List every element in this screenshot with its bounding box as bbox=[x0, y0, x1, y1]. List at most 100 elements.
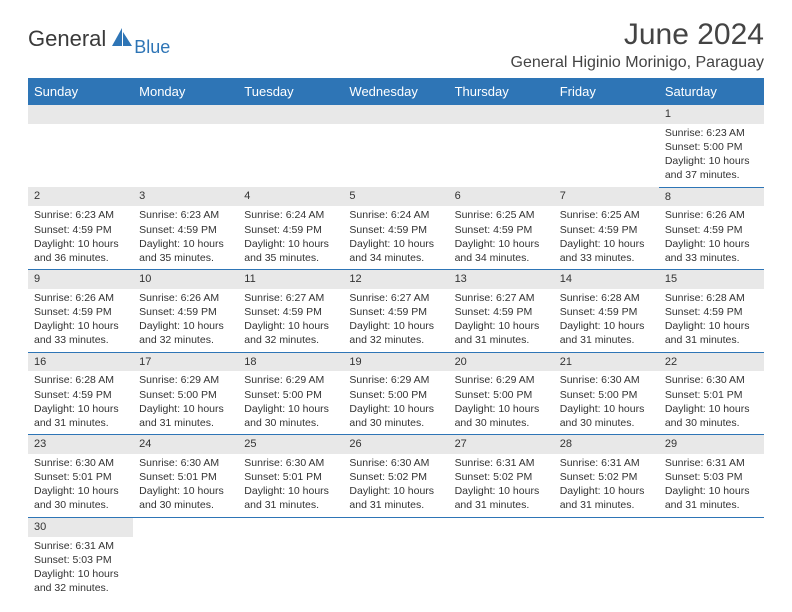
calendar-cell bbox=[343, 537, 448, 600]
calendar-cell: Sunrise: 6:29 AMSunset: 5:00 PMDaylight:… bbox=[133, 371, 238, 434]
sunset-line: Sunset: 5:00 PM bbox=[455, 388, 548, 402]
calendar-cell bbox=[449, 124, 554, 187]
sunset-line: Sunset: 5:01 PM bbox=[34, 470, 127, 484]
sunrise-line: Sunrise: 6:28 AM bbox=[34, 373, 127, 387]
day-content: Sunrise: 6:26 AMSunset: 4:59 PMDaylight:… bbox=[28, 289, 133, 352]
daylight-line: Daylight: 10 hours and 31 minutes. bbox=[34, 402, 127, 430]
weekday-header: Thursday bbox=[449, 78, 554, 105]
day-number: 25 bbox=[238, 435, 343, 454]
day-content: Sunrise: 6:29 AMSunset: 5:00 PMDaylight:… bbox=[343, 371, 448, 434]
sunrise-line: Sunrise: 6:29 AM bbox=[139, 373, 232, 387]
sunrise-line: Sunrise: 6:23 AM bbox=[665, 126, 758, 140]
sunrise-line: Sunrise: 6:23 AM bbox=[34, 208, 127, 222]
calendar-cell-num: 18 bbox=[238, 352, 343, 371]
sunset-line: Sunset: 4:59 PM bbox=[560, 305, 653, 319]
day-content: Sunrise: 6:31 AMSunset: 5:03 PMDaylight:… bbox=[28, 537, 133, 600]
calendar-cell-num: 16 bbox=[28, 352, 133, 371]
day-number: 5 bbox=[343, 187, 448, 206]
sunset-line: Sunset: 5:02 PM bbox=[349, 470, 442, 484]
day-content: Sunrise: 6:24 AMSunset: 4:59 PMDaylight:… bbox=[238, 206, 343, 269]
day-content-row: Sunrise: 6:23 AMSunset: 5:00 PMDaylight:… bbox=[28, 124, 764, 187]
calendar-cell: Sunrise: 6:28 AMSunset: 4:59 PMDaylight:… bbox=[659, 289, 764, 352]
day-number: 17 bbox=[133, 353, 238, 372]
calendar-cell-num: 7 bbox=[554, 187, 659, 206]
sunrise-line: Sunrise: 6:29 AM bbox=[455, 373, 548, 387]
sunset-line: Sunset: 5:00 PM bbox=[139, 388, 232, 402]
day-content: Sunrise: 6:26 AMSunset: 4:59 PMDaylight:… bbox=[133, 289, 238, 352]
day-content: Sunrise: 6:29 AMSunset: 5:00 PMDaylight:… bbox=[449, 371, 554, 434]
day-number: 28 bbox=[554, 435, 659, 454]
day-number: 3 bbox=[133, 187, 238, 206]
calendar-cell-num: 15 bbox=[659, 270, 764, 289]
calendar-cell: Sunrise: 6:23 AMSunset: 5:00 PMDaylight:… bbox=[659, 124, 764, 187]
sunrise-line: Sunrise: 6:31 AM bbox=[455, 456, 548, 470]
day-content: Sunrise: 6:30 AMSunset: 5:01 PMDaylight:… bbox=[28, 454, 133, 517]
calendar-cell-num bbox=[554, 105, 659, 124]
calendar-cell-num: 17 bbox=[133, 352, 238, 371]
sunrise-line: Sunrise: 6:31 AM bbox=[665, 456, 758, 470]
sunrise-line: Sunrise: 6:31 AM bbox=[34, 539, 127, 553]
calendar-cell: Sunrise: 6:31 AMSunset: 5:02 PMDaylight:… bbox=[554, 454, 659, 517]
weekday-header: Wednesday bbox=[343, 78, 448, 105]
calendar-cell-num: 28 bbox=[554, 435, 659, 454]
calendar-cell-num: 30 bbox=[28, 517, 133, 536]
sunset-line: Sunset: 5:01 PM bbox=[139, 470, 232, 484]
calendar-cell-num: 19 bbox=[343, 352, 448, 371]
sunset-line: Sunset: 4:59 PM bbox=[34, 388, 127, 402]
sunrise-line: Sunrise: 6:29 AM bbox=[244, 373, 337, 387]
day-content: Sunrise: 6:25 AMSunset: 4:59 PMDaylight:… bbox=[449, 206, 554, 269]
day-content: Sunrise: 6:24 AMSunset: 4:59 PMDaylight:… bbox=[343, 206, 448, 269]
calendar-cell-num: 10 bbox=[133, 270, 238, 289]
sunset-line: Sunset: 4:59 PM bbox=[665, 305, 758, 319]
day-content: Sunrise: 6:23 AMSunset: 5:00 PMDaylight:… bbox=[659, 124, 764, 187]
calendar-cell-num bbox=[449, 517, 554, 536]
calendar-cell-num: 3 bbox=[133, 187, 238, 206]
day-number: 29 bbox=[659, 435, 764, 454]
calendar-cell bbox=[343, 124, 448, 187]
day-number: 23 bbox=[28, 435, 133, 454]
sunrise-line: Sunrise: 6:30 AM bbox=[34, 456, 127, 470]
day-content: Sunrise: 6:30 AMSunset: 5:01 PMDaylight:… bbox=[238, 454, 343, 517]
weekday-header: Sunday bbox=[28, 78, 133, 105]
day-number: 9 bbox=[28, 270, 133, 289]
day-content: Sunrise: 6:25 AMSunset: 4:59 PMDaylight:… bbox=[554, 206, 659, 269]
day-number: 27 bbox=[449, 435, 554, 454]
daylight-line: Daylight: 10 hours and 32 minutes. bbox=[139, 319, 232, 347]
day-content: Sunrise: 6:27 AMSunset: 4:59 PMDaylight:… bbox=[449, 289, 554, 352]
sunrise-line: Sunrise: 6:23 AM bbox=[139, 208, 232, 222]
header: General Blue June 2024 General Higinio M… bbox=[28, 18, 764, 72]
sunset-line: Sunset: 5:02 PM bbox=[455, 470, 548, 484]
day-number: 22 bbox=[659, 353, 764, 372]
calendar-cell-num: 1 bbox=[659, 105, 764, 124]
calendar-cell-num: 5 bbox=[343, 187, 448, 206]
day-number: 30 bbox=[28, 518, 133, 537]
daylight-line: Daylight: 10 hours and 31 minutes. bbox=[455, 484, 548, 512]
calendar-cell-num: 27 bbox=[449, 435, 554, 454]
daylight-line: Daylight: 10 hours and 32 minutes. bbox=[34, 567, 127, 595]
month-title: June 2024 bbox=[511, 18, 764, 52]
daylight-line: Daylight: 10 hours and 30 minutes. bbox=[665, 402, 758, 430]
day-number-row: 1 bbox=[28, 105, 764, 124]
calendar-cell-num: 11 bbox=[238, 270, 343, 289]
calendar-cell: Sunrise: 6:29 AMSunset: 5:00 PMDaylight:… bbox=[238, 371, 343, 434]
sunset-line: Sunset: 5:03 PM bbox=[34, 553, 127, 567]
calendar-cell: Sunrise: 6:30 AMSunset: 5:02 PMDaylight:… bbox=[343, 454, 448, 517]
calendar-cell: Sunrise: 6:28 AMSunset: 4:59 PMDaylight:… bbox=[554, 289, 659, 352]
day-number-row: 2345678 bbox=[28, 187, 764, 206]
daylight-line: Daylight: 10 hours and 36 minutes. bbox=[34, 237, 127, 265]
calendar-cell bbox=[554, 537, 659, 600]
day-number: 24 bbox=[133, 435, 238, 454]
calendar-cell-num: 6 bbox=[449, 187, 554, 206]
sunset-line: Sunset: 4:59 PM bbox=[34, 223, 127, 237]
weekday-header: Saturday bbox=[659, 78, 764, 105]
day-number: 11 bbox=[238, 270, 343, 289]
day-content: Sunrise: 6:30 AMSunset: 5:01 PMDaylight:… bbox=[659, 371, 764, 434]
sunrise-line: Sunrise: 6:28 AM bbox=[560, 291, 653, 305]
day-content-row: Sunrise: 6:30 AMSunset: 5:01 PMDaylight:… bbox=[28, 454, 764, 517]
calendar-cell bbox=[133, 124, 238, 187]
sunset-line: Sunset: 4:59 PM bbox=[665, 223, 758, 237]
daylight-line: Daylight: 10 hours and 31 minutes. bbox=[455, 319, 548, 347]
calendar-cell: Sunrise: 6:29 AMSunset: 5:00 PMDaylight:… bbox=[449, 371, 554, 434]
day-content: Sunrise: 6:29 AMSunset: 5:00 PMDaylight:… bbox=[133, 371, 238, 434]
daylight-line: Daylight: 10 hours and 33 minutes. bbox=[560, 237, 653, 265]
